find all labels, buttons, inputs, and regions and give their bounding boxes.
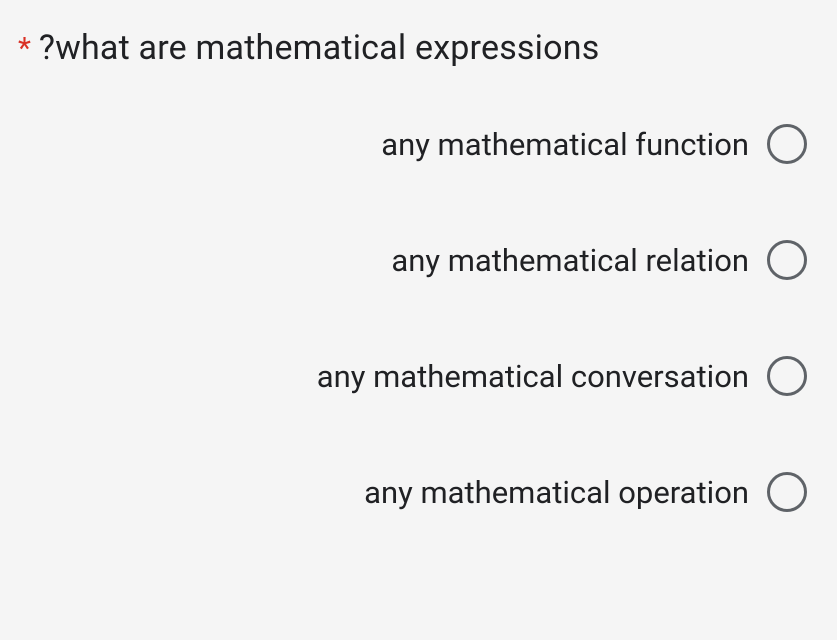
radio-icon[interactable] [767, 124, 807, 164]
option-row[interactable]: any mathematical conversation [18, 356, 807, 396]
option-row[interactable]: any mathematical operation [18, 472, 807, 512]
options-list: any mathematical function any mathematic… [18, 124, 807, 512]
radio-icon[interactable] [767, 240, 807, 280]
required-indicator: * [18, 32, 31, 65]
option-row[interactable]: any mathematical function [18, 124, 807, 164]
radio-icon[interactable] [767, 356, 807, 396]
radio-icon[interactable] [767, 472, 807, 512]
option-label: any mathematical relation [391, 242, 749, 279]
question-header: * ?what are mathematical expressions [18, 28, 807, 68]
option-label: any mathematical function [381, 126, 749, 163]
option-label: any mathematical operation [364, 474, 749, 511]
question-text: ?what are mathematical expressions [39, 28, 600, 68]
option-label: any mathematical conversation [317, 358, 749, 395]
question-card: * ?what are mathematical expressions any… [0, 0, 837, 552]
option-row[interactable]: any mathematical relation [18, 240, 807, 280]
